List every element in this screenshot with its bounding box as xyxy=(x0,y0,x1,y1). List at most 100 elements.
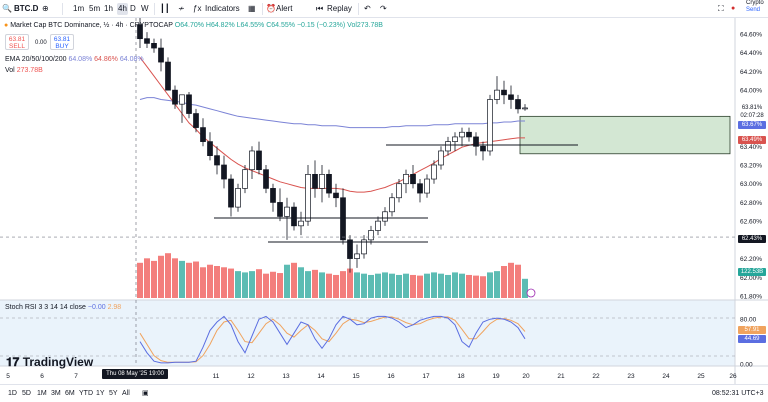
timeframe-1h[interactable]: 1h xyxy=(104,4,113,13)
timeframe-5m[interactable]: 5m xyxy=(89,4,101,13)
volume-bar xyxy=(487,272,493,298)
fullscreen-icon[interactable]: ⛶ xyxy=(718,4,724,13)
volume-legend[interactable]: Vol 273.78B xyxy=(5,66,43,75)
volume-bar xyxy=(347,268,353,298)
chart-area[interactable]: 64.60% 64.40% 64.20% 64.00% 63.40% 63.20% 63.0… xyxy=(0,18,768,384)
replay-icon[interactable]: ⏮ xyxy=(316,4,324,13)
crosshair-price: 62.43% xyxy=(741,236,763,242)
clock-time[interactable]: 08:52:31 UTC+3 xyxy=(712,390,764,397)
buy-label: BUY xyxy=(55,43,69,50)
candle-body xyxy=(368,230,374,241)
stoch-legend[interactable]: Stoch RSI 3 3 14 14 close −0.00 2.98 xyxy=(5,303,121,312)
sell-button[interactable]: 63.81 SELL xyxy=(5,34,29,50)
volume-bar xyxy=(340,271,346,298)
undo-icon[interactable]: ↶ xyxy=(364,4,371,13)
candle-body xyxy=(459,131,465,138)
volume-bar xyxy=(501,266,507,298)
range-1d[interactable]: 1D xyxy=(8,390,17,397)
axis-labels: 64.60% 64.40% 64.20% 64.00% 63.40% 63.20% 63.0… xyxy=(6,32,762,381)
candle-body xyxy=(494,89,500,100)
volume-bar xyxy=(389,273,395,298)
volume-bar xyxy=(242,272,248,298)
stoch-rsi-lines xyxy=(139,315,526,364)
stoch-k-value: −0.00 xyxy=(87,304,106,311)
ema-legend[interactable]: EMA 20/50/100/200 64.08% 64.86% 64.08% xyxy=(5,55,144,64)
candle-body xyxy=(319,174,325,189)
tradingview-logo-text: TradingView xyxy=(22,355,94,369)
volume-bar xyxy=(144,258,150,298)
volume-bar xyxy=(361,273,367,298)
candle-body xyxy=(417,183,423,194)
volume-bar xyxy=(221,267,227,298)
candle-body xyxy=(151,43,157,49)
candle-body xyxy=(270,188,276,203)
time-axis-label: 21 xyxy=(557,373,565,380)
ema-label: EMA 20/50/100/200 xyxy=(5,56,67,63)
timeframe-d[interactable]: D xyxy=(130,4,136,13)
volume-bar xyxy=(228,268,234,298)
calendar-icon[interactable]: ▣ xyxy=(142,390,149,397)
timeframe-1m[interactable]: 1m xyxy=(73,4,85,13)
candle-body xyxy=(466,131,472,138)
symbol-logo-icon: ● xyxy=(4,22,9,29)
event-marker-icon[interactable] xyxy=(526,288,536,298)
range-6m[interactable]: 6M xyxy=(65,390,75,397)
candle-body xyxy=(445,141,451,152)
candle-body xyxy=(410,174,416,185)
price-chart[interactable]: 64.60% 64.40% 64.20% 64.00% 63.40% 63.20% 63.0… xyxy=(0,18,768,384)
volume-bar xyxy=(151,260,157,298)
volume-bar xyxy=(508,262,514,298)
range-5d[interactable]: 5D xyxy=(22,390,31,397)
candle-body xyxy=(438,150,444,166)
time-axis-label: 13 xyxy=(282,373,290,380)
candlesticks xyxy=(137,18,528,273)
candle-body xyxy=(375,220,381,231)
time-axis-label: 15 xyxy=(352,373,360,380)
ema-value-2: 64.86% xyxy=(94,56,118,63)
crosshair-price-tag[interactable]: 62.43% xyxy=(738,235,766,243)
range-ytd[interactable]: YTD xyxy=(79,390,93,397)
candle-body xyxy=(389,197,395,213)
time-axis-label: 19 xyxy=(492,373,500,380)
volume-bar xyxy=(291,262,297,298)
volume-bar xyxy=(354,272,360,298)
volume-bar xyxy=(312,269,318,298)
target-zone-rectangle[interactable] xyxy=(519,115,731,155)
add-symbol-icon[interactable]: ⊕ xyxy=(42,4,49,13)
candle-body xyxy=(508,94,514,100)
timeframe-w[interactable]: W xyxy=(141,4,149,13)
app-logo-icon[interactable]: ● xyxy=(731,5,736,12)
range-1m[interactable]: 1M xyxy=(37,390,47,397)
range-1y[interactable]: 1Y xyxy=(96,390,105,397)
alert-icon[interactable]: ⏰ xyxy=(266,4,276,13)
symbol-search-icon[interactable]: 🔍 xyxy=(2,4,12,13)
replay-button[interactable]: Replay xyxy=(327,4,352,13)
volume-bar xyxy=(186,262,192,298)
candle-body xyxy=(298,220,304,227)
indicators-icon[interactable]: ƒx xyxy=(193,4,202,13)
time-axis-label: 24 xyxy=(662,373,670,380)
range-all[interactable]: All xyxy=(122,390,130,397)
indicators-button[interactable]: Indicators xyxy=(205,4,240,13)
candle-body xyxy=(487,99,493,152)
volume-bar xyxy=(207,264,213,298)
redo-icon[interactable]: ↷ xyxy=(380,4,387,13)
alert-button[interactable]: Alert xyxy=(276,4,293,13)
volume-bar xyxy=(277,273,283,298)
toolbar-divider xyxy=(154,3,155,15)
tradingview-logo[interactable]: 𝟏𝟕 TradingView xyxy=(6,355,93,370)
chart-title[interactable]: Market Cap BTC Dominance, ½ · 4h · CRYPT… xyxy=(10,22,173,29)
symbol-name[interactable]: BTC.D xyxy=(14,4,39,13)
candle-style-icon[interactable]: ┃┃ xyxy=(160,4,170,13)
candle-body xyxy=(235,188,241,208)
sell-price: 63.81 xyxy=(8,36,26,43)
time-axis-label: 16 xyxy=(387,373,395,380)
buy-button[interactable]: 63.81 BUY xyxy=(50,34,74,50)
compare-icon[interactable]: ≁ xyxy=(178,4,185,13)
time-axis-label: 12 xyxy=(247,373,255,380)
timeframe-4h[interactable]: 4h xyxy=(117,3,128,15)
templates-icon[interactable]: ▦ xyxy=(248,4,256,13)
range-3m[interactable]: 3M xyxy=(51,390,61,397)
range-5y[interactable]: 5Y xyxy=(109,390,118,397)
volume-bar xyxy=(396,274,402,298)
